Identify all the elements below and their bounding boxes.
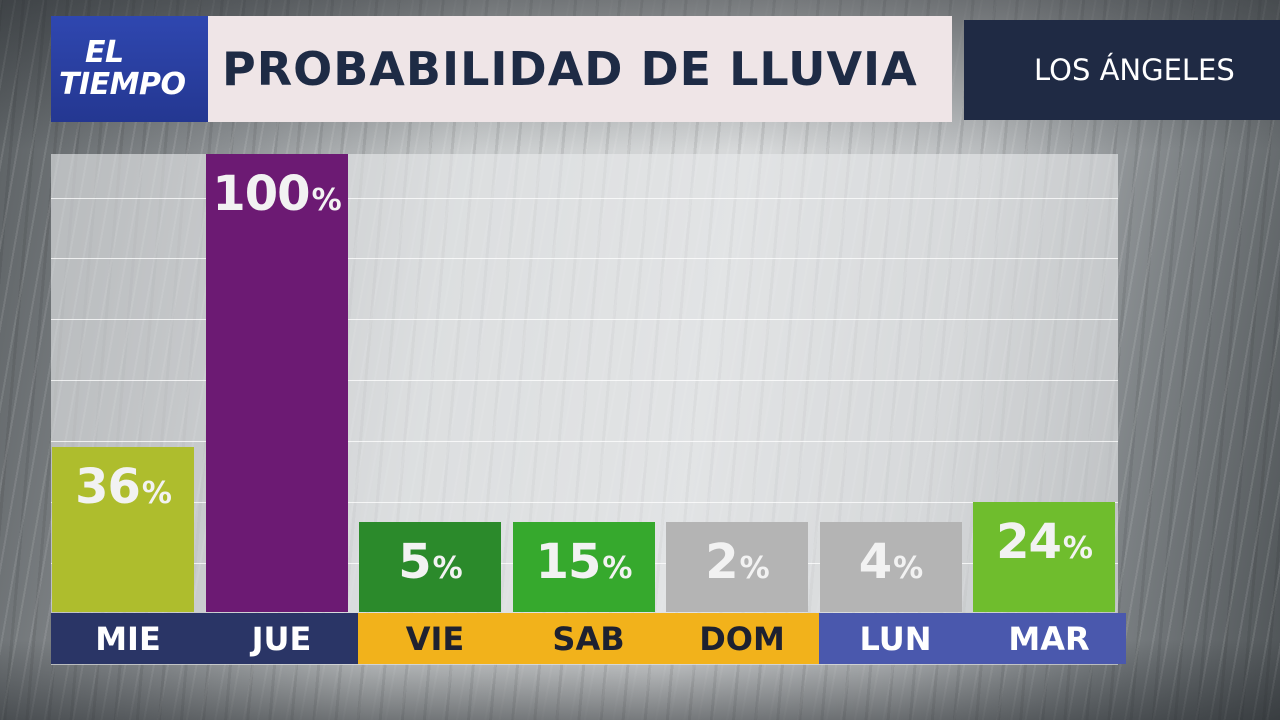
bar-mar: 24% <box>973 502 1115 612</box>
day-label-lun: LUN <box>818 613 973 664</box>
day-label-dom: DOM <box>665 613 819 664</box>
bar-lun: 4% <box>819 522 962 612</box>
day-label-mar: MAR <box>972 613 1126 664</box>
bar-value-label: 100% <box>212 166 342 222</box>
bar-unit: % <box>432 551 463 586</box>
bar-value: 2 <box>705 534 738 590</box>
bar-value: 4 <box>858 534 892 590</box>
bar-value: 15 <box>535 534 602 590</box>
grid-line <box>51 441 1118 442</box>
grid-line <box>51 502 1118 503</box>
bar-value-label: 4% <box>858 534 923 590</box>
logo-line-2: TIEMPO <box>59 67 186 102</box>
bar-value: 100 <box>212 166 310 222</box>
bar-jue: 100% <box>205 154 348 612</box>
bar-value-label: 36% <box>75 459 172 516</box>
grid-line <box>51 380 1118 381</box>
day-label-jue: JUE <box>204 613 359 664</box>
bar-unit: % <box>1062 531 1093 567</box>
bar-value-label: 5% <box>398 534 463 590</box>
chart-panel: 36% MIE 100% JUE 5% VIE 15% SAB 2% DOM 4% LUN 24% MAR <box>51 154 1126 665</box>
bar-value: 24 <box>996 514 1062 571</box>
city-label: LOS ÁNGELES <box>1034 53 1235 87</box>
logo-line-1: EL <box>85 35 124 70</box>
day-label-vie: VIE <box>358 613 512 664</box>
grid-line <box>51 198 1118 199</box>
bar-value: 36 <box>75 459 141 516</box>
bar-mie: 36% <box>52 447 194 612</box>
bar-unit: % <box>141 476 172 512</box>
el-tiempo-logo: EL TIEMPO <box>51 16 208 122</box>
grid-line <box>51 258 1118 259</box>
bar-sab: 15% <box>512 522 655 612</box>
title-bar: PROBABILIDAD DE LLUVIA <box>208 16 952 122</box>
bar-unit: % <box>893 551 923 586</box>
bar-unit: % <box>311 183 342 218</box>
bar-vie: 5% <box>359 522 501 612</box>
bar-unit: % <box>602 551 632 586</box>
bar-unit: % <box>739 551 770 586</box>
bar-value-label: 15% <box>535 534 633 590</box>
day-label-mie: MIE <box>51 613 205 664</box>
day-label-sab: SAB <box>511 613 666 664</box>
bar-value-label: 24% <box>996 514 1093 571</box>
grid-line <box>51 319 1118 320</box>
bar-dom: 2% <box>666 522 808 612</box>
bar-value-label: 2% <box>705 534 770 590</box>
city-bar: LOS ÁNGELES <box>964 20 1280 120</box>
page-title: PROBABILIDAD DE LLUVIA <box>222 42 918 96</box>
bar-value: 5 <box>398 534 431 590</box>
